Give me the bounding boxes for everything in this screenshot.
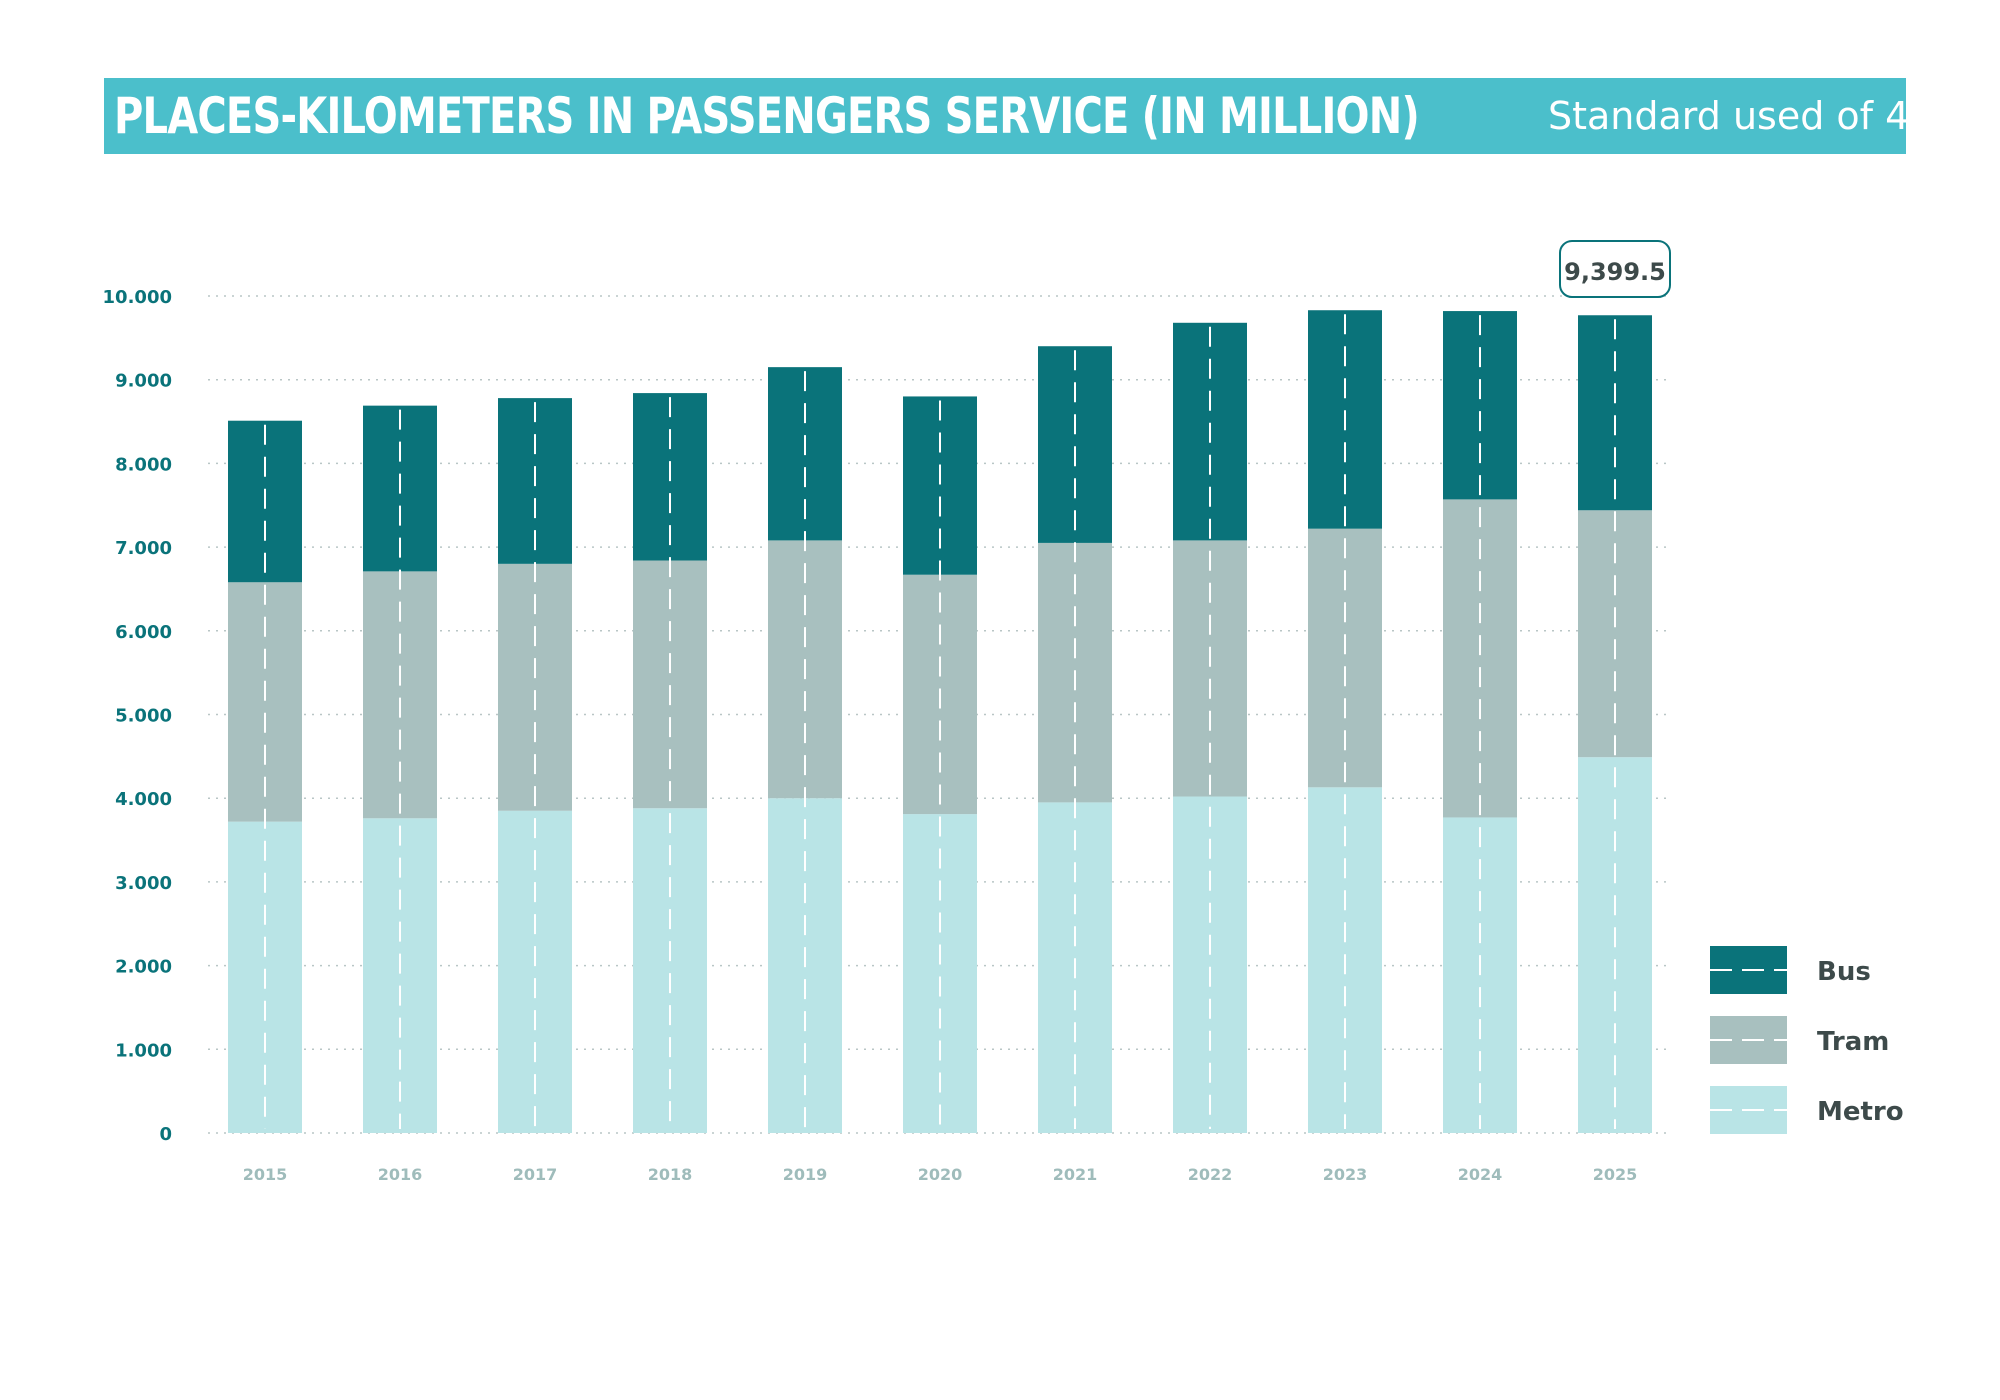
y-tick-label: 8.000 [115, 454, 172, 475]
title-banner: PLACES-KILOMETERS IN PASSENGERS SERVICE … [104, 78, 1997, 154]
x-tick-label: 2022 [1188, 1165, 1233, 1184]
bar-segment-bus [1443, 311, 1517, 500]
y-tick-label: 4.000 [115, 789, 172, 810]
y-tick-label: 6.000 [115, 622, 172, 643]
y-tick-label: 10.000 [103, 287, 172, 308]
x-tick-label: 2025 [1593, 1165, 1638, 1184]
y-tick-label: 1.000 [115, 1040, 172, 1061]
y-tick-label: 2.000 [115, 957, 172, 978]
bar-segment-bus [1038, 346, 1112, 543]
chart-title: PLACES-KILOMETERS IN PASSENGERS SERVICE … [114, 87, 1420, 145]
x-tick-label: 2016 [378, 1165, 423, 1184]
x-tick-label: 2019 [783, 1165, 828, 1184]
x-tick-label: 2023 [1323, 1165, 1368, 1184]
y-tick-label: 3.000 [115, 873, 172, 894]
chart-subtitle-text: Standard used of 4p/m [1548, 94, 1984, 138]
annotation-box [1559, 240, 1671, 298]
x-tick-label: 2018 [648, 1165, 693, 1184]
y-tick-label: 9.000 [115, 371, 172, 392]
x-tick-label: 2020 [918, 1165, 963, 1184]
x-tick-label: 2021 [1053, 1165, 1098, 1184]
chart-subtitle: Standard used of 4p/m 2 [1548, 94, 1998, 138]
y-tick-label: 0 [159, 1124, 172, 1145]
legend-label-metro: Metro [1817, 1097, 1904, 1127]
bar-segment-bus [1578, 315, 1652, 511]
x-tick-label: 2017 [513, 1165, 558, 1184]
annotation-label: 9,399.5 [1564, 258, 1666, 286]
legend-label-bus: Bus [1817, 957, 1871, 987]
x-tick-label: 2024 [1458, 1165, 1503, 1184]
x-tick-label: 2015 [243, 1165, 288, 1184]
y-tick-label: 5.000 [115, 706, 172, 727]
legend-label-tram: Tram [1817, 1027, 1889, 1057]
y-tick-label: 7.000 [115, 538, 172, 559]
